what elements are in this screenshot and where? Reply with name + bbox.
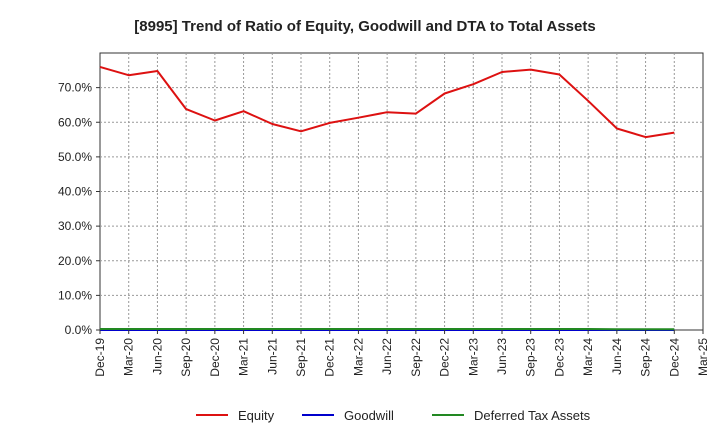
y-tick-label: 60.0% [58, 115, 92, 129]
x-tick-label: Dec-19 [93, 338, 107, 377]
x-tick-label: Mar-21 [237, 338, 251, 376]
gridlines [100, 53, 703, 330]
legend: Equity Goodwill Deferred Tax Assets [196, 408, 591, 423]
x-tick-label: Dec-21 [323, 338, 337, 377]
legend-label: Equity [238, 408, 275, 423]
x-axis: Dec-19 Mar-20 Jun-20 Sep-20 Dec-20 Mar-21 Jun-… [93, 330, 710, 377]
x-tick-label: Sep-20 [179, 338, 193, 377]
chart-title: [8995] Trend of Ratio of Equity, Goodwil… [134, 18, 595, 35]
x-tick-label: Jun-24 [610, 338, 624, 375]
x-tick-label: Sep-23 [524, 338, 538, 377]
x-tick-label: Jun-22 [380, 338, 394, 375]
y-tick-label: 40.0% [58, 185, 92, 199]
x-tick-label: Mar-23 [466, 338, 480, 376]
legend-label: Goodwill [344, 408, 394, 423]
series-line-equity [99, 65, 675, 139]
x-tick-label: Dec-20 [208, 338, 222, 377]
x-tick-label: Mar-25 [696, 338, 710, 376]
x-tick-label: Mar-24 [581, 338, 595, 376]
x-tick-label: Mar-22 [351, 338, 365, 376]
y-tick-label: 20.0% [58, 254, 92, 268]
x-tick-label: Sep-21 [294, 338, 308, 377]
y-tick-label: 70.0% [58, 81, 92, 95]
legend-label: Deferred Tax Assets [474, 408, 591, 423]
y-tick-label: 30.0% [58, 219, 92, 233]
x-tick-label: Jun-23 [495, 338, 509, 375]
x-tick-label: Dec-23 [552, 338, 566, 377]
x-tick-label: Jun-21 [265, 338, 279, 375]
x-tick-label: Sep-22 [409, 338, 423, 377]
y-tick-label: 50.0% [58, 150, 92, 164]
y-tick-label: 0.0% [65, 323, 93, 337]
x-tick-label: Jun-20 [150, 338, 164, 375]
y-axis: 0.0% 10.0% 20.0% 30.0% 40.0% 50.0% 60.0% 70.0% [58, 81, 100, 337]
y-tick-label: 10.0% [58, 288, 92, 302]
x-tick-label: Sep-24 [639, 338, 653, 377]
x-tick-label: Mar-20 [122, 338, 136, 376]
x-tick-label: Dec-24 [667, 338, 681, 377]
x-tick-label: Dec-22 [438, 338, 452, 377]
